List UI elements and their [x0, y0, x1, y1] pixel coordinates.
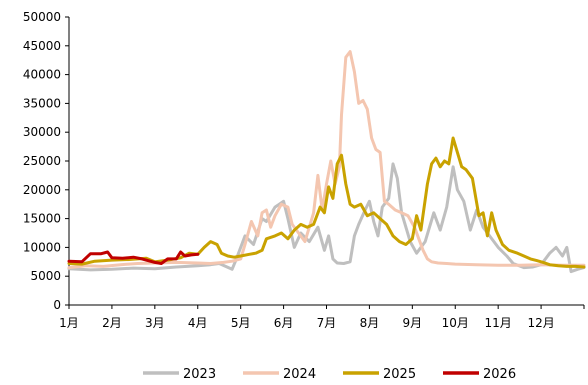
- y-tick-label: 5000: [30, 269, 61, 283]
- legend-label-2025: 2025: [383, 367, 416, 382]
- y-tick-label: 0: [53, 298, 61, 312]
- y-tick-label: 25000: [23, 154, 61, 168]
- x-tick-label: 1月: [59, 316, 79, 330]
- x-tick-label: 5月: [231, 316, 251, 330]
- x-tick-label: 4月: [188, 316, 208, 330]
- y-tick-label: 10000: [23, 240, 61, 254]
- y-tick-label: 15000: [23, 212, 61, 226]
- legend-label-2026: 2026: [483, 367, 516, 382]
- series-line-2023: [67, 162, 586, 274]
- x-tick-label: 2月: [102, 316, 122, 330]
- x-tick-label: 7月: [317, 316, 337, 330]
- y-tick-label: 50000: [23, 10, 61, 24]
- legend-label-2023: 2023: [183, 367, 216, 382]
- y-tick-label: 40000: [23, 68, 61, 82]
- y-tick-label: 30000: [23, 125, 61, 139]
- series-line-2025: [67, 136, 586, 269]
- y-tick-label: 20000: [23, 183, 61, 197]
- legend: 2023 2024 2025 2026: [143, 367, 516, 382]
- y-tick-label: 35000: [23, 96, 61, 110]
- x-tick-label: 11月: [485, 316, 512, 330]
- x-tick-label: 9月: [403, 316, 423, 330]
- x-tick-label: 12月: [527, 316, 554, 330]
- x-tick-label: 8月: [360, 316, 380, 330]
- axes: 0 5000 10000 15000 20000 25000 30000 35000 40000…: [23, 10, 585, 330]
- legend-label-2024: 2024: [283, 367, 316, 382]
- y-tick-label: 45000: [23, 39, 61, 53]
- series-lines: [67, 50, 586, 274]
- series-line-2026: [67, 250, 200, 265]
- series-line-2024: [67, 50, 586, 270]
- x-tick-label: 3月: [145, 316, 165, 330]
- x-tick-label: 10月: [442, 316, 469, 330]
- x-tick-label: 6月: [274, 316, 294, 330]
